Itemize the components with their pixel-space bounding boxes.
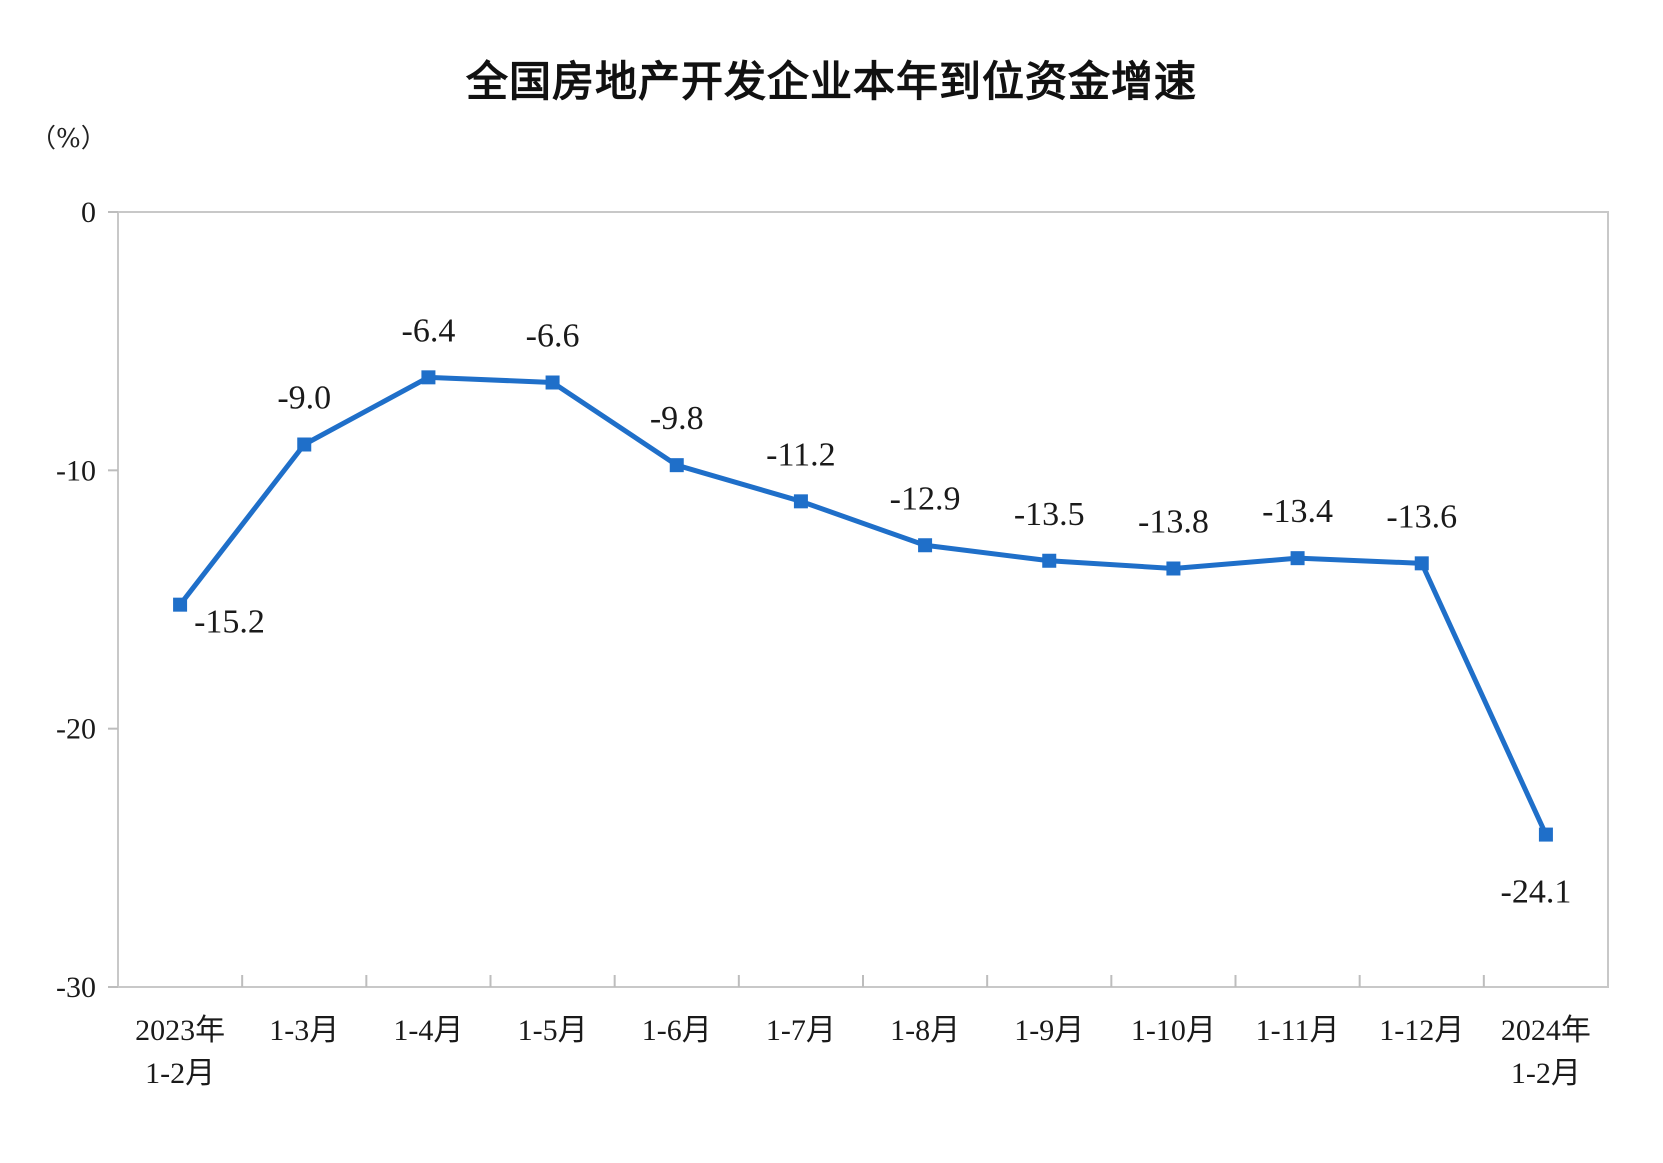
chart-title: 全国房地产开发企业本年到位资金增速 [465, 57, 1197, 106]
y-tick-label: 0 [81, 196, 96, 229]
data-label: -12.9 [890, 480, 961, 517]
data-point-marker [1290, 551, 1305, 566]
y-tick-label: -10 [56, 454, 96, 487]
data-point-marker [1166, 561, 1181, 576]
data-point-marker [793, 494, 808, 509]
data-point-marker [173, 597, 188, 612]
data-point-marker [1538, 827, 1553, 842]
x-category-label: 1-3月 [269, 1014, 339, 1047]
data-label: -13.5 [1014, 496, 1085, 533]
y-unit-label: （%） [30, 124, 107, 154]
data-point-marker [297, 437, 312, 452]
x-category-label: 2024年 [1501, 1014, 1591, 1047]
x-category-label: 1-8月 [890, 1014, 960, 1047]
data-label: -9.8 [650, 400, 704, 437]
x-category-label: 1-5月 [518, 1014, 588, 1047]
data-point-marker [669, 458, 684, 473]
x-category-label: 1-12月 [1379, 1014, 1464, 1047]
x-category-label: 1-2月 [145, 1057, 215, 1090]
data-label: -24.1 [1501, 874, 1572, 911]
x-category-label: 1-2月 [1511, 1057, 1581, 1090]
x-category-label: 1-7月 [766, 1014, 836, 1047]
data-label: -15.2 [194, 604, 265, 641]
y-tick-label: -30 [56, 971, 96, 1004]
x-category-label: 1-9月 [1014, 1014, 1084, 1047]
x-category-label: 1-4月 [393, 1014, 463, 1047]
data-point-marker [1414, 556, 1429, 571]
plot-frame [117, 211, 1609, 988]
x-category-label: 1-11月 [1256, 1014, 1340, 1047]
data-label: -13.8 [1138, 504, 1209, 541]
data-point-marker [918, 538, 933, 553]
x-category-label: 2023年 [135, 1014, 225, 1047]
data-label: -13.6 [1386, 498, 1457, 535]
data-point-marker [421, 370, 436, 385]
x-category-label: 1-6月 [642, 1014, 712, 1047]
series-line [178, 374, 1549, 836]
y-tick-label: -20 [56, 713, 96, 746]
data-label: -9.0 [277, 380, 331, 417]
x-category-label: 1-10月 [1131, 1014, 1216, 1047]
data-label: -6.4 [402, 312, 456, 349]
data-label: -11.2 [766, 436, 836, 473]
data-label: -6.6 [526, 318, 580, 355]
data-label: -13.4 [1262, 493, 1333, 530]
data-point-marker [545, 375, 560, 390]
data-point-marker [1042, 553, 1057, 568]
